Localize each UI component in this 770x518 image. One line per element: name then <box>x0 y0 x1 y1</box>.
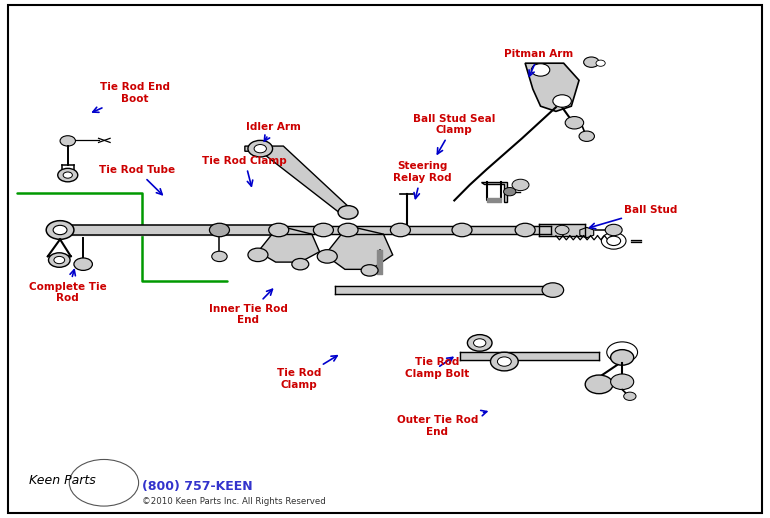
Circle shape <box>565 117 584 129</box>
Circle shape <box>209 223 229 237</box>
Circle shape <box>585 375 613 394</box>
Circle shape <box>624 392 636 400</box>
Circle shape <box>579 131 594 141</box>
Circle shape <box>490 352 518 371</box>
Text: Tie Rod
Clamp Bolt: Tie Rod Clamp Bolt <box>405 357 470 379</box>
Circle shape <box>607 236 621 246</box>
Circle shape <box>338 223 358 237</box>
Circle shape <box>452 223 472 237</box>
Text: Idler Arm: Idler Arm <box>246 122 301 141</box>
Circle shape <box>292 258 309 270</box>
Circle shape <box>248 140 273 157</box>
Text: Tie Rod Tube: Tie Rod Tube <box>99 165 175 195</box>
Circle shape <box>63 172 72 178</box>
Circle shape <box>69 459 139 506</box>
Circle shape <box>269 223 289 237</box>
Circle shape <box>313 223 333 237</box>
Circle shape <box>338 206 358 219</box>
Circle shape <box>212 251 227 262</box>
Text: Tie Rod
Clamp: Tie Rod Clamp <box>276 356 337 390</box>
Circle shape <box>504 188 516 196</box>
Circle shape <box>611 374 634 390</box>
Circle shape <box>512 179 529 191</box>
Circle shape <box>553 95 571 107</box>
Circle shape <box>596 60 605 66</box>
Circle shape <box>601 233 626 249</box>
Circle shape <box>60 136 75 146</box>
Circle shape <box>53 225 67 235</box>
Polygon shape <box>325 226 393 269</box>
Text: Keen Parts: Keen Parts <box>29 474 96 487</box>
Text: ©2010 Keen Parts Inc. All Rights Reserved: ©2010 Keen Parts Inc. All Rights Reserve… <box>142 497 326 506</box>
Circle shape <box>54 256 65 264</box>
Text: Outer Tie Rod
End: Outer Tie Rod End <box>397 410 487 437</box>
Text: Complete Tie
Rod: Complete Tie Rod <box>29 270 106 304</box>
Circle shape <box>497 357 511 366</box>
Circle shape <box>531 64 550 76</box>
Polygon shape <box>580 227 594 238</box>
Circle shape <box>584 57 599 67</box>
Text: Ball Stud: Ball Stud <box>590 205 678 229</box>
Circle shape <box>605 224 622 236</box>
Text: (800) 757-KEEN: (800) 757-KEEN <box>142 480 253 494</box>
Circle shape <box>58 168 78 182</box>
Circle shape <box>317 250 337 263</box>
Text: Pitman Arm: Pitman Arm <box>504 49 574 76</box>
Circle shape <box>254 145 266 153</box>
Circle shape <box>555 225 569 235</box>
Circle shape <box>607 342 638 363</box>
Text: Steering
Relay Rod: Steering Relay Rod <box>393 161 451 198</box>
Circle shape <box>542 283 564 297</box>
Polygon shape <box>245 146 356 213</box>
Circle shape <box>74 258 92 270</box>
Polygon shape <box>481 182 507 202</box>
Text: Tie Rod Clamp: Tie Rod Clamp <box>203 155 287 186</box>
Circle shape <box>515 223 535 237</box>
Text: Tie Rod End
Boot: Tie Rod End Boot <box>92 82 169 112</box>
Circle shape <box>248 248 268 262</box>
Circle shape <box>611 350 634 365</box>
Text: Ball Stud Seal
Clamp: Ball Stud Seal Clamp <box>413 113 495 154</box>
Circle shape <box>474 339 486 347</box>
Circle shape <box>46 221 74 239</box>
Text: Inner Tie Rod
End: Inner Tie Rod End <box>209 289 287 325</box>
Circle shape <box>467 335 492 351</box>
Polygon shape <box>525 63 579 111</box>
Circle shape <box>49 253 70 267</box>
Circle shape <box>361 265 378 276</box>
Polygon shape <box>258 226 320 262</box>
Circle shape <box>390 223 410 237</box>
